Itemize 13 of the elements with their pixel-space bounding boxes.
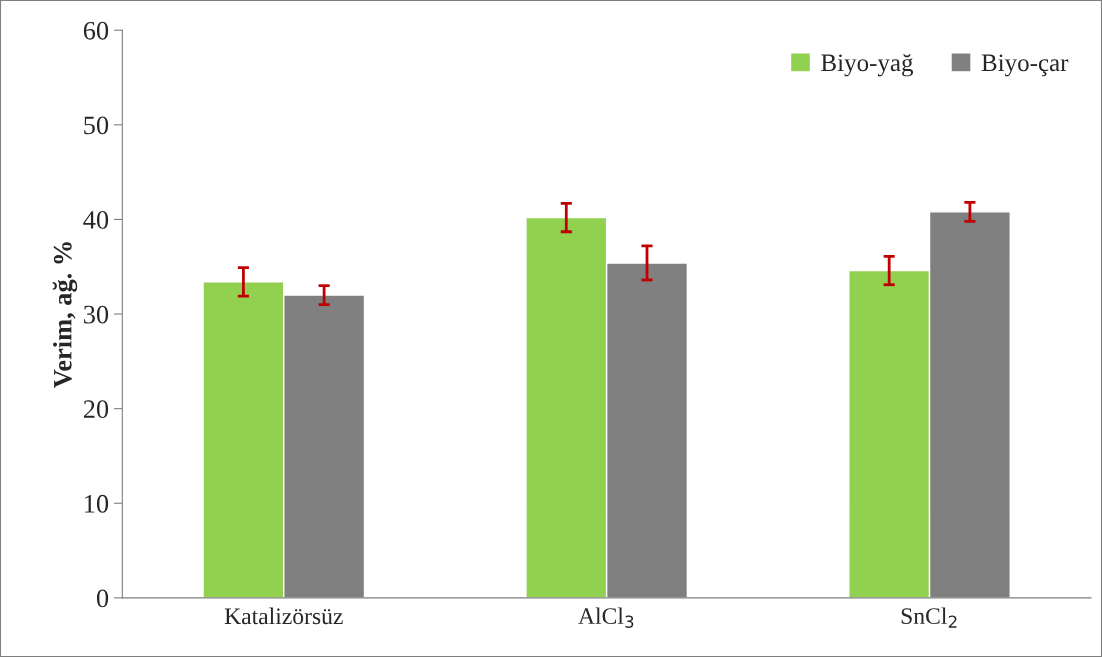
y-tick-label: 40 bbox=[83, 211, 109, 229]
x-tick-label: SnCl$_{2}$ bbox=[901, 607, 957, 628]
x-tick-label: AlCl$_{3}$ bbox=[578, 607, 634, 628]
legend-label: Biyo-yağ bbox=[821, 53, 914, 77]
y-tick-label: 0 bbox=[96, 589, 109, 608]
y-axis-title: Verim, ağ. % bbox=[52, 242, 78, 389]
x-tick-label: Katalizörsüz bbox=[224, 607, 343, 625]
y-tick-label: 20 bbox=[83, 400, 109, 419]
y-tick-label: 50 bbox=[84, 116, 109, 135]
y-tick-label: 30 bbox=[84, 305, 109, 324]
y-tick-label: 10 bbox=[85, 494, 109, 513]
y-tick-label: 60 bbox=[83, 21, 109, 40]
legend-label: Biyo-çar bbox=[981, 54, 1069, 77]
